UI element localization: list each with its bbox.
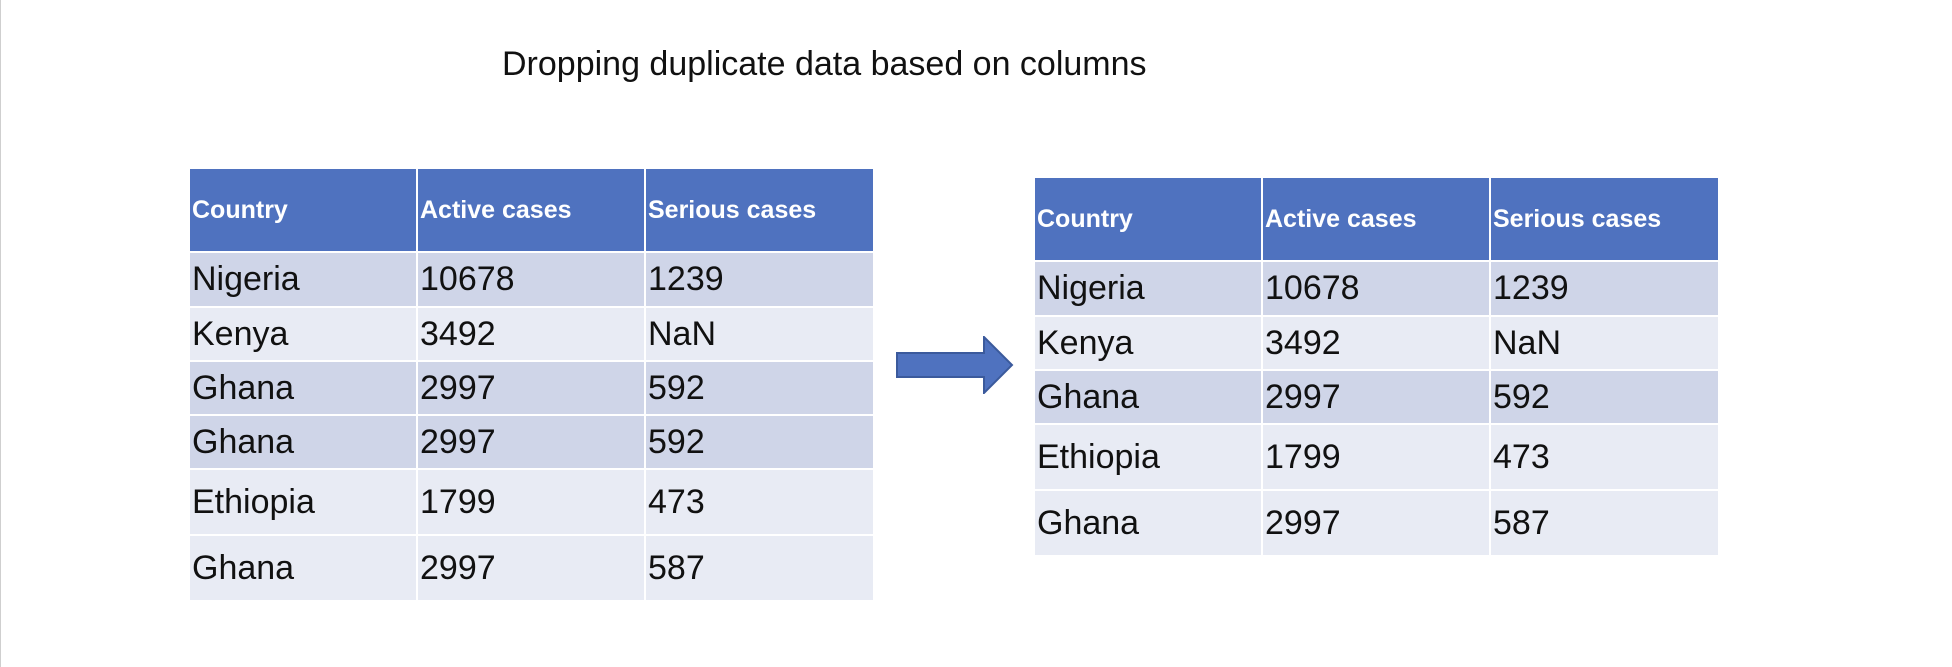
cell-serious-cases: 592 xyxy=(644,414,875,470)
cell-active-cases: 1799 xyxy=(1261,423,1491,491)
cell-country: Ethiopia xyxy=(1033,423,1263,491)
table-row: Kenya 3492 NaN xyxy=(1033,315,1720,371)
table-after: Country Active cases Serious cases Niger… xyxy=(1033,176,1720,557)
table-row: Ghana 2997 592 xyxy=(188,414,875,470)
cell-country: Nigeria xyxy=(1033,260,1263,317)
header-active-cases: Active cases xyxy=(416,167,646,253)
cell-country: Ghana xyxy=(188,414,418,470)
cell-country: Ghana xyxy=(188,360,418,416)
cell-active-cases: 2997 xyxy=(416,414,646,470)
cell-serious-cases: 1239 xyxy=(1489,260,1720,317)
cell-active-cases: 2997 xyxy=(1261,369,1491,425)
table-row: Nigeria 10678 1239 xyxy=(188,251,875,308)
cell-country: Ethiopia xyxy=(188,468,418,536)
header-serious-cases: Serious cases xyxy=(1489,176,1720,262)
cell-country: Ghana xyxy=(1033,489,1263,557)
table-row: Ghana 2997 592 xyxy=(1033,369,1720,425)
cell-serious-cases: 592 xyxy=(1489,369,1720,425)
table-row: Ethiopia 1799 473 xyxy=(1033,423,1720,491)
page-title: Dropping duplicate data based on columns xyxy=(502,45,1147,83)
cell-active-cases: 3492 xyxy=(1261,315,1491,371)
right-arrow-icon xyxy=(896,336,1014,394)
cell-country: Kenya xyxy=(188,306,418,362)
header-row: Country Active cases Serious cases xyxy=(1033,176,1720,262)
page-edge-line xyxy=(0,0,1,667)
table-row: Kenya 3492 NaN xyxy=(188,306,875,362)
table-row: Ghana 2997 592 xyxy=(188,360,875,416)
cell-country: Ghana xyxy=(1033,369,1263,425)
cell-serious-cases: 1239 xyxy=(644,251,875,308)
table-before: Country Active cases Serious cases Niger… xyxy=(188,167,875,602)
cell-country: Nigeria xyxy=(188,251,418,308)
table-row: Nigeria 10678 1239 xyxy=(1033,260,1720,317)
header-serious-cases: Serious cases xyxy=(644,167,875,253)
cell-active-cases: 2997 xyxy=(1261,489,1491,557)
cell-serious-cases: 592 xyxy=(644,360,875,416)
cell-serious-cases: 587 xyxy=(1489,489,1720,557)
table-row: Ghana 2997 587 xyxy=(1033,489,1720,557)
header-active-cases: Active cases xyxy=(1261,176,1491,262)
cell-active-cases: 2997 xyxy=(416,360,646,416)
header-country: Country xyxy=(188,167,418,253)
cell-active-cases: 1799 xyxy=(416,468,646,536)
cell-serious-cases: NaN xyxy=(644,306,875,362)
table-row: Ethiopia 1799 473 xyxy=(188,468,875,536)
cell-serious-cases: 473 xyxy=(1489,423,1720,491)
cell-serious-cases: 587 xyxy=(644,534,875,602)
cell-country: Kenya xyxy=(1033,315,1263,371)
cell-serious-cases: NaN xyxy=(1489,315,1720,371)
header-row: Country Active cases Serious cases xyxy=(188,167,875,253)
cell-active-cases: 10678 xyxy=(416,251,646,308)
cell-active-cases: 2997 xyxy=(416,534,646,602)
table-row: Ghana 2997 587 xyxy=(188,534,875,602)
cell-serious-cases: 473 xyxy=(644,468,875,536)
cell-active-cases: 10678 xyxy=(1261,260,1491,317)
cell-active-cases: 3492 xyxy=(416,306,646,362)
cell-country: Ghana xyxy=(188,534,418,602)
header-country: Country xyxy=(1033,176,1263,262)
